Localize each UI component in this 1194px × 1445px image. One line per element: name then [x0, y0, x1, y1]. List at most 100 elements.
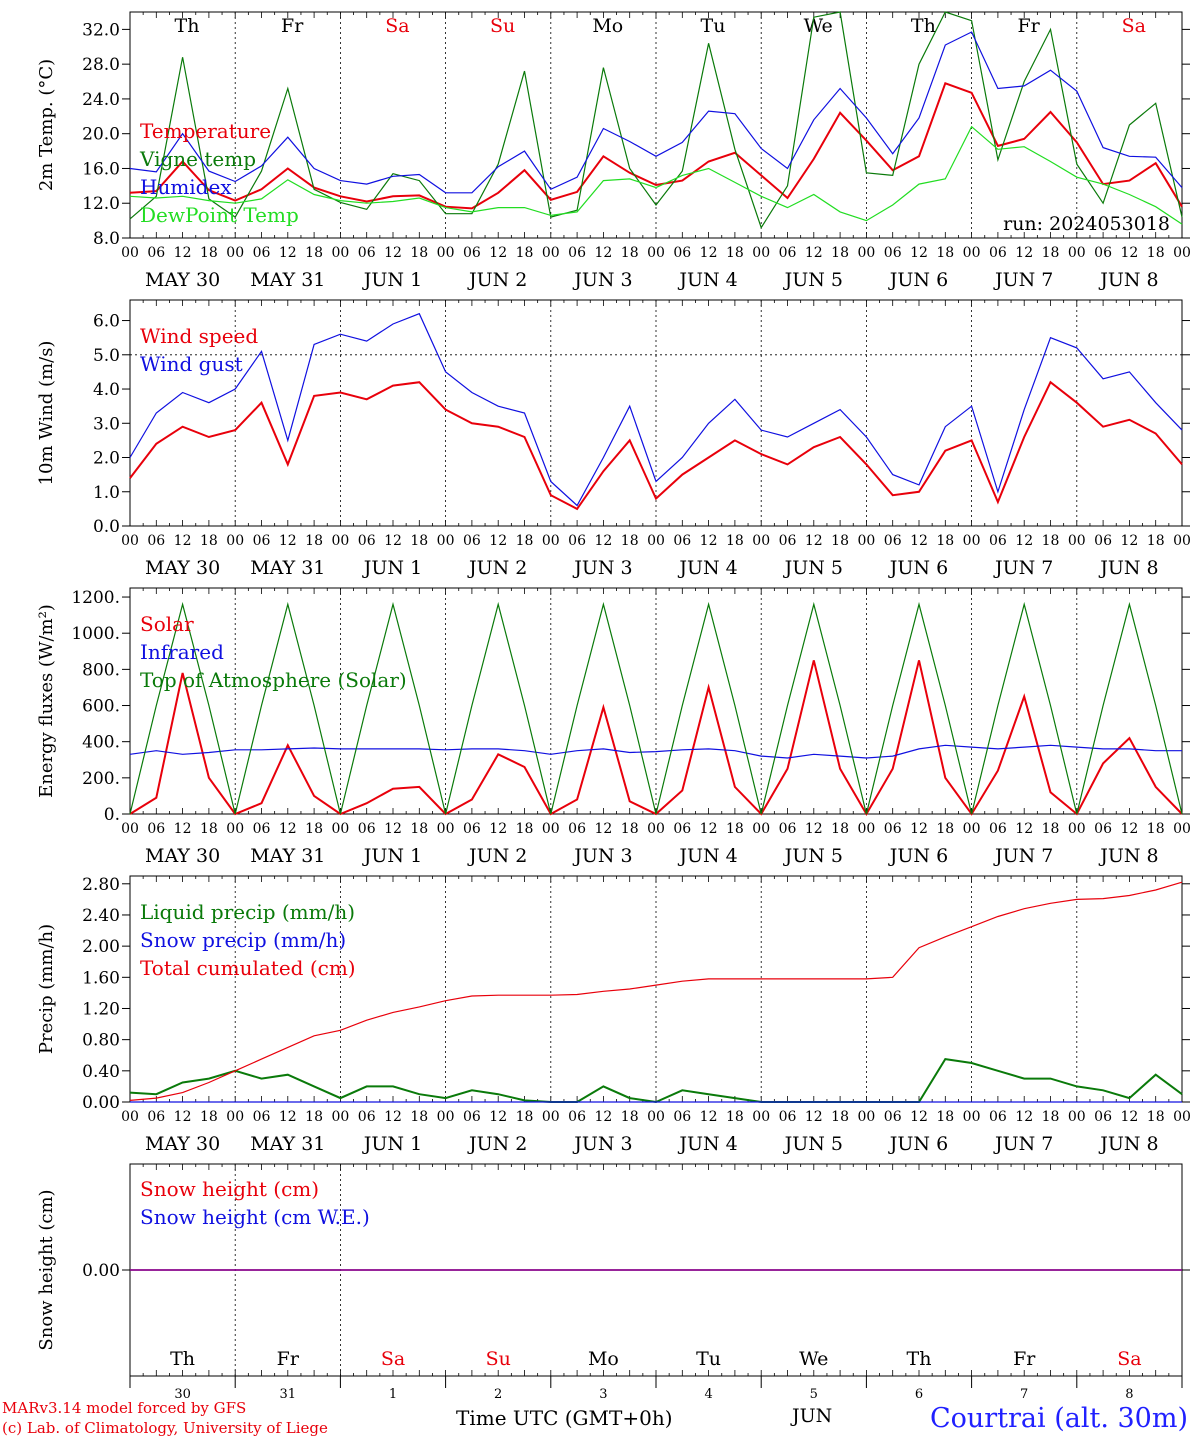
hour-tick-label: 18: [621, 533, 639, 549]
hour-tick-label: 06: [147, 1109, 165, 1125]
hour-tick-label: 06: [884, 533, 902, 549]
series-line-vigne-temp: [129, 11, 1183, 229]
y-tick-label: 32.0: [82, 20, 120, 40]
hour-tick-label: 00: [121, 821, 139, 837]
hour-tick-label: 18: [621, 1109, 639, 1125]
legend-entry: Total cumulated (cm): [140, 956, 356, 980]
date-label: JUN 2: [467, 557, 527, 579]
hour-tick-label: 00: [963, 245, 981, 261]
day-name-label: Su: [490, 15, 515, 37]
y-tick-label: 24.0: [82, 90, 120, 110]
hour-tick-label: 06: [989, 245, 1007, 261]
y-tick-label: 28.0: [82, 55, 120, 75]
date-label: MAY 30: [145, 269, 220, 291]
hour-tick-label: 12: [594, 1109, 612, 1125]
hour-tick-label: 00: [752, 245, 770, 261]
hour-tick-label: 00: [121, 533, 139, 549]
hour-tick-label: 00: [857, 1109, 875, 1125]
date-label: JUN 5: [783, 845, 843, 867]
hour-tick-label: 18: [200, 821, 218, 837]
hour-tick-label: 18: [1147, 1109, 1165, 1125]
hour-tick-label: 12: [700, 821, 718, 837]
hour-tick-label: 18: [410, 533, 428, 549]
hour-tick-label: 00: [1068, 1109, 1086, 1125]
date-label: JUN 5: [783, 557, 843, 579]
hour-tick-label: 18: [831, 1109, 849, 1125]
hour-tick-label: 00: [963, 821, 981, 837]
hour-tick-label: 12: [174, 533, 192, 549]
hour-tick-label: 06: [253, 1109, 271, 1125]
hour-tick-label: 00: [121, 1109, 139, 1125]
series-line-dewpoint-temp: [129, 125, 1183, 225]
date-label: JUN 7: [993, 1133, 1053, 1155]
hour-tick-label: 12: [700, 1109, 718, 1125]
hour-tick-label: 12: [1015, 245, 1033, 261]
hour-tick-label: 06: [463, 533, 481, 549]
hour-tick-label: 06: [253, 533, 271, 549]
date-label: MAY 31: [250, 557, 325, 579]
hour-tick-label: 12: [1015, 533, 1033, 549]
day-name-label: Th: [907, 1348, 932, 1370]
hour-tick-label: 18: [1147, 245, 1165, 261]
hour-tick-label: 12: [489, 821, 507, 837]
date-label: JUN 8: [1098, 1133, 1158, 1155]
y-tick-label: 2.40: [82, 906, 120, 926]
hour-tick-label: 06: [147, 533, 165, 549]
hour-tick-label: 12: [700, 533, 718, 549]
y-tick-label: 3.0: [93, 414, 120, 434]
hour-tick-label: 06: [673, 245, 691, 261]
hour-tick-label: 12: [1120, 533, 1138, 549]
hour-tick-label: 06: [989, 533, 1007, 549]
date-label: MAY 30: [145, 845, 220, 867]
hour-tick-label: 12: [1015, 821, 1033, 837]
y-tick-label: 1.60: [82, 968, 120, 988]
hour-tick-label: 00: [331, 1109, 349, 1125]
hour-tick-label: 18: [1042, 533, 1060, 549]
hour-tick-label: 06: [1094, 1109, 1112, 1125]
hour-tick-label: 12: [910, 821, 928, 837]
hour-tick-label: 18: [1042, 1109, 1060, 1125]
panel-5: 0.00 Snow height (cm) Snow height (cm) Snow…: [36, 1163, 1190, 1402]
hour-tick-label: 00: [437, 245, 455, 261]
date-label: JUN 4: [677, 557, 737, 579]
hour-tick-label: 00: [542, 821, 560, 837]
hour-tick-label: 00: [542, 1109, 560, 1125]
y-tick-label: 16.0: [82, 159, 120, 179]
date-label: JUN 5: [783, 1133, 843, 1155]
day-name-label: Fr: [1013, 1348, 1036, 1370]
hour-tick-label: 00: [963, 533, 981, 549]
hour-tick-label: 18: [305, 821, 323, 837]
day-number-label: 8: [1125, 1387, 1133, 1402]
hour-tick-label: 06: [568, 1109, 586, 1125]
plot-frame: [129, 587, 1183, 815]
date-label: JUN 6: [888, 1133, 948, 1155]
hour-tick-label: 12: [805, 1109, 823, 1125]
hour-tick-label: 00: [647, 821, 665, 837]
x-axis-label: Time UTC (GMT+0h): [456, 1406, 673, 1430]
hour-tick-label: 12: [910, 1109, 928, 1125]
day-name-label: Sa: [1122, 15, 1146, 37]
series-line-temperature: [129, 82, 1183, 210]
model-credit: MARv3.14 model forced by GFS: [2, 1399, 247, 1417]
run-label: run: 2024053018: [1003, 213, 1170, 235]
legend-entry: Snow precip (mm/h): [140, 928, 346, 952]
month-label: JUN: [792, 1405, 833, 1427]
legend-entry: Temperature: [140, 119, 271, 143]
legend-entry: Top of Atmosphere (Solar): [140, 668, 407, 692]
day-name-label: Sa: [385, 15, 409, 37]
day-name-label: We: [804, 15, 833, 37]
hour-tick-label: 00: [752, 533, 770, 549]
hour-tick-label: 18: [1042, 821, 1060, 837]
y-axis-label: Precip (mm/h): [36, 924, 57, 1054]
hour-tick-label: 00: [1068, 533, 1086, 549]
y-tick-label: 0.00: [82, 1261, 120, 1281]
hour-tick-label: 06: [463, 245, 481, 261]
y-tick-label: 1.20: [82, 999, 120, 1019]
series-line-total-cumulated-cm: [129, 881, 1183, 1101]
hour-tick-label: 18: [305, 1109, 323, 1125]
y-axis-label: 10m Wind (m/s): [36, 341, 57, 486]
hour-tick-label: 06: [568, 821, 586, 837]
hour-tick-label: 18: [516, 245, 534, 261]
day-number-label: 30: [174, 1387, 191, 1402]
plot-frame: [129, 299, 1183, 527]
